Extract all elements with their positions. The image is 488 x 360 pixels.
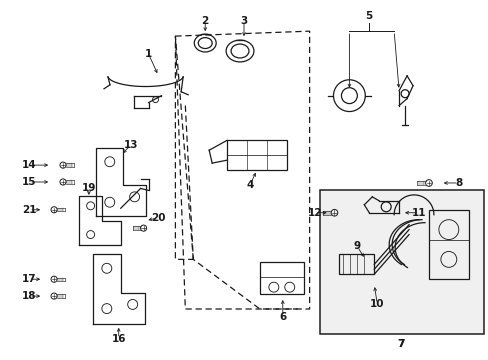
Bar bbox=[260, 262, 303, 294]
Text: 11: 11 bbox=[411, 208, 426, 218]
Text: 4: 4 bbox=[246, 180, 253, 190]
Text: 1: 1 bbox=[144, 49, 152, 59]
Text: 18: 18 bbox=[22, 291, 37, 301]
Text: 10: 10 bbox=[369, 299, 384, 309]
Bar bbox=[339, 255, 373, 274]
Text: 7: 7 bbox=[397, 339, 404, 349]
Text: 15: 15 bbox=[22, 177, 37, 187]
Bar bbox=[428, 210, 468, 279]
Bar bbox=[319, 190, 483, 334]
Text: 19: 19 bbox=[81, 183, 96, 193]
Text: 13: 13 bbox=[123, 140, 138, 150]
Text: 17: 17 bbox=[22, 274, 37, 284]
Text: 6: 6 bbox=[279, 312, 286, 322]
Text: 8: 8 bbox=[454, 178, 462, 188]
Text: 2: 2 bbox=[201, 16, 208, 26]
Text: 3: 3 bbox=[240, 16, 247, 26]
Text: 12: 12 bbox=[307, 208, 321, 218]
Text: 16: 16 bbox=[111, 334, 126, 344]
Text: 21: 21 bbox=[22, 205, 37, 215]
Text: 5: 5 bbox=[365, 11, 372, 21]
Text: 7: 7 bbox=[397, 339, 404, 349]
Text: 20: 20 bbox=[151, 213, 165, 223]
Text: 9: 9 bbox=[353, 242, 360, 252]
Text: 14: 14 bbox=[22, 160, 37, 170]
Bar bbox=[226, 140, 286, 170]
